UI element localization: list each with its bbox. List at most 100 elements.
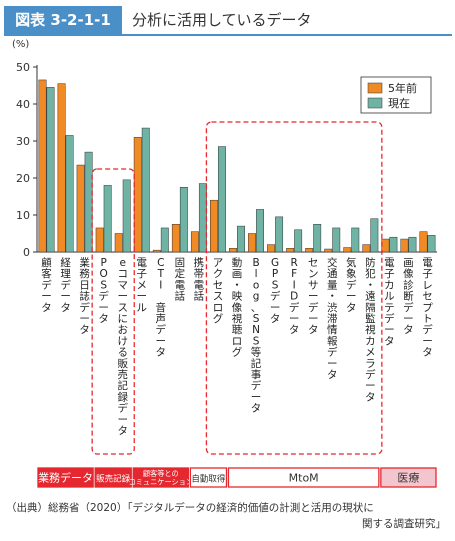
category-group-box bbox=[37, 467, 94, 488]
category-label: 顧客データ bbox=[41, 256, 52, 314]
source-note: （出典）総務省（2020）「デジタルデータの経済的価値の計測と活用の現状に 関す… bbox=[6, 500, 446, 532]
bar-now bbox=[141, 127, 150, 253]
category-group-box bbox=[132, 467, 190, 488]
legend-swatch bbox=[367, 82, 383, 94]
bar-now bbox=[84, 151, 93, 253]
bar-now bbox=[46, 87, 55, 253]
highlight-box bbox=[205, 121, 383, 455]
category-label: 電子レセプトデータ bbox=[422, 257, 433, 359]
category-label: 経理データ bbox=[60, 256, 71, 314]
bar-prev bbox=[190, 231, 199, 253]
y-axis-label: (%) bbox=[12, 39, 29, 50]
highlight-box bbox=[91, 168, 135, 455]
bar-now bbox=[389, 236, 398, 253]
y-tick-label: 0 bbox=[23, 246, 30, 259]
figure-number: 図表 3-2-1-1 bbox=[4, 6, 122, 34]
bar-prev bbox=[362, 244, 371, 253]
bar-prev bbox=[305, 248, 314, 253]
bar-now bbox=[218, 146, 226, 253]
figure-title: 分析に活用しているデータ bbox=[132, 11, 312, 29]
category-group-label: 販売記録 bbox=[96, 474, 131, 485]
category-group-label: 顧客等とのコミュニケーション bbox=[129, 469, 194, 487]
bar-now bbox=[427, 235, 436, 253]
bar-now bbox=[275, 216, 284, 253]
bar-now bbox=[351, 227, 360, 253]
category-label: 業務日誌データ bbox=[79, 256, 90, 336]
bar-now bbox=[237, 225, 245, 253]
bar-prev bbox=[419, 231, 428, 253]
bar-now bbox=[294, 229, 303, 253]
bar-now bbox=[103, 185, 112, 253]
bar-prev bbox=[95, 227, 104, 253]
category-label: R F I D データ bbox=[289, 257, 300, 336]
category-label: 防犯・遠隔監視カメラデータ bbox=[365, 256, 376, 403]
category-group-label: 業務データ bbox=[38, 471, 93, 485]
bar-prev bbox=[400, 238, 409, 253]
y-tick-label: 40 bbox=[16, 98, 30, 111]
bar-prev bbox=[133, 137, 142, 253]
category-group-label: MtoM bbox=[289, 472, 319, 485]
bar-now bbox=[65, 135, 74, 253]
category-group-label: 医療 bbox=[397, 471, 419, 485]
bar-prev bbox=[229, 248, 237, 253]
y-tick-label: 20 bbox=[16, 172, 30, 185]
bar-now bbox=[160, 227, 169, 253]
bar-now bbox=[313, 224, 322, 253]
bar-now bbox=[256, 209, 264, 253]
category-label: 携帯電話 bbox=[194, 256, 205, 303]
bar-now bbox=[122, 179, 131, 253]
legend-label: 5年前 bbox=[388, 81, 417, 95]
bar-now bbox=[408, 236, 417, 253]
y-tick-label: 50 bbox=[16, 61, 30, 74]
category-label: 固定電話 bbox=[175, 257, 186, 303]
category-label: アクセスログ bbox=[213, 257, 224, 325]
bar-now bbox=[179, 187, 188, 253]
bar-prev bbox=[210, 199, 218, 253]
y-tick-label: 10 bbox=[16, 209, 30, 222]
category-group-label: 自動取得 bbox=[191, 474, 226, 485]
bar-now bbox=[332, 227, 341, 253]
category-label: 電子カルテデータ bbox=[384, 257, 395, 347]
category-label: センサーデータ bbox=[308, 257, 319, 336]
bar-prev bbox=[267, 244, 276, 253]
category-group-box bbox=[380, 467, 437, 488]
highlight-boxes-layer bbox=[91, 121, 383, 455]
bar-prev bbox=[343, 247, 352, 253]
bar-prev bbox=[38, 79, 47, 253]
legend-swatch bbox=[367, 97, 383, 109]
header-rule bbox=[4, 34, 452, 36]
category-label: 電子メール bbox=[137, 257, 148, 314]
bar-prev bbox=[57, 83, 66, 253]
category-label: 気象データ bbox=[346, 256, 357, 314]
bar-prev bbox=[114, 233, 123, 253]
bar-now bbox=[198, 183, 207, 253]
category-label: e コマースにおける販売記録データ bbox=[117, 257, 128, 437]
category-group-box bbox=[227, 467, 380, 488]
category-group-box bbox=[94, 467, 132, 488]
y-tick-label: 30 bbox=[16, 135, 30, 148]
bar-prev bbox=[286, 248, 295, 253]
source-line-2: 関する調査研究」 bbox=[362, 518, 446, 530]
source-line-1: （出典）総務省（2020）「デジタルデータの経済的価値の計測と活用の現状に bbox=[6, 502, 374, 514]
bar-now bbox=[370, 218, 379, 253]
axis-layer: (%) 0 10 20 30 40 50 bbox=[12, 39, 437, 259]
bar-prev bbox=[171, 224, 180, 253]
category-label: 動画・映像視聴ログ bbox=[232, 256, 243, 359]
category-label: P O S データ bbox=[98, 257, 109, 325]
bar-prev bbox=[248, 233, 256, 253]
bars-layer bbox=[38, 79, 436, 253]
bar-prev bbox=[76, 164, 85, 253]
bar-prev bbox=[324, 248, 333, 253]
category-label: 交通量・渋滞情報データ bbox=[327, 256, 338, 381]
category-label: 画像診断データ bbox=[403, 257, 414, 336]
figure-header: 図表 3-2-1-1 分析に活用しているデータ bbox=[0, 6, 452, 36]
bar-prev bbox=[381, 238, 390, 253]
legend-label: 現在 bbox=[388, 97, 410, 110]
bar-prev bbox=[152, 249, 161, 253]
